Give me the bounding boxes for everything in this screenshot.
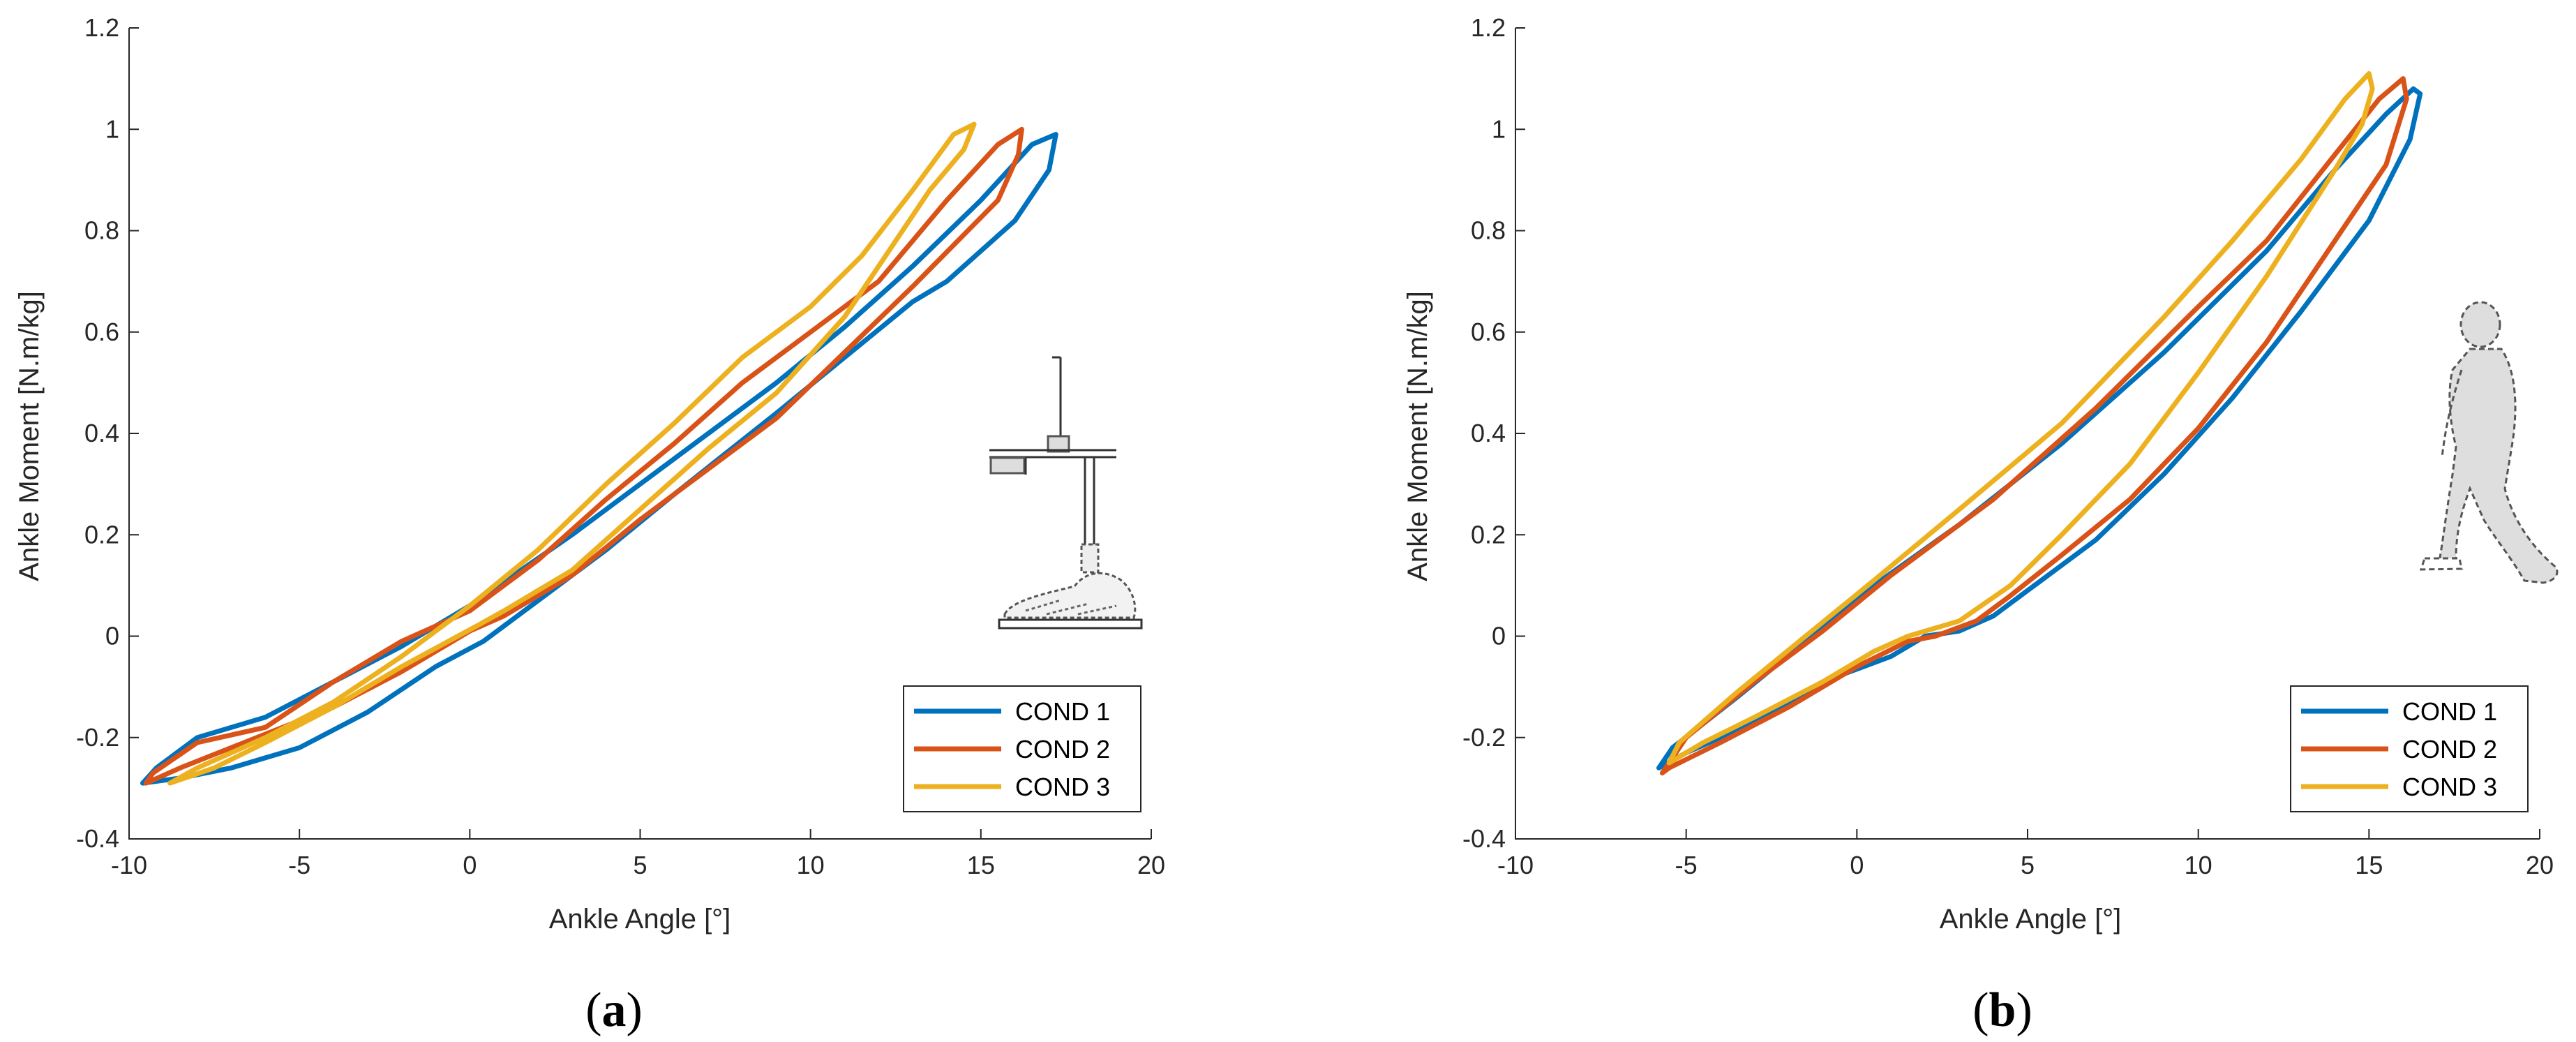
y-tick-label: 0	[105, 622, 119, 650]
y-tick-label: 0.2	[1471, 520, 1506, 549]
panel-b-series	[1656, 70, 2423, 776]
x-tick-label: -5	[288, 851, 310, 879]
panel-b-y-tick-labels: -0.4 -0.2 0 0.2 0.4 0.6 0.8 1 1.2	[1462, 13, 1506, 853]
panel-b-ticks	[1515, 27, 2540, 840]
y-tick-label: 0.8	[84, 216, 119, 245]
panel-b-label-letter: b	[1989, 983, 2016, 1037]
y-tick-label: 0.4	[84, 419, 119, 447]
x-axis-title: Ankle Angle [°]	[1940, 904, 2122, 935]
y-tick-label: 1.2	[84, 13, 119, 42]
x-tick-label: -10	[111, 851, 147, 879]
y-tick-label: 0.6	[1471, 318, 1506, 346]
y-tick-label: 1	[1492, 114, 1506, 143]
series-line-cond-3	[167, 121, 977, 786]
y-tick-label: 0.2	[84, 520, 119, 549]
x-tick-label: 15	[2355, 851, 2383, 879]
x-tick-label: -10	[1497, 851, 1534, 879]
legend-label: COND 3	[2402, 773, 2497, 801]
panel-a-y-tick-labels: -0.4 -0.2 0 0.2 0.4 0.6 0.8 1 1.2	[76, 13, 119, 853]
y-tick-label: -0.4	[1462, 824, 1506, 853]
series-line-cond-1	[1656, 86, 2423, 771]
series-line-cond-2	[143, 126, 1024, 786]
x-tick-label: -5	[1675, 851, 1698, 879]
panel-a-chart: -10 -5 0 5 10 15 20 -0.4 -0.2 0 0.2 0.4 …	[14, 13, 1165, 1037]
x-tick-label: 5	[2021, 851, 2035, 879]
walking-person-with-prosthesis-icon	[2419, 301, 2559, 584]
y-tick-label: -0.2	[1462, 723, 1506, 752]
prosthetic-foot-test-rig-icon	[989, 356, 1143, 630]
panel-b-x-tick-labels: -10 -5 0 5 10 15 20	[1497, 851, 2554, 879]
x-tick-label: 15	[967, 851, 995, 879]
legend-label: COND 2	[1015, 735, 1110, 764]
x-tick-label: 0	[463, 851, 477, 879]
y-tick-label: 1	[105, 114, 119, 143]
y-tick-label: -0.2	[76, 723, 119, 752]
x-tick-label: 10	[797, 851, 825, 879]
y-tick-label: 0.6	[84, 318, 119, 346]
panel-a-axes	[128, 28, 1151, 840]
panel-a-label-letter: a	[602, 983, 627, 1037]
panel-b-label: (b)	[1972, 983, 2032, 1037]
panel-b-axes	[1515, 28, 2540, 840]
x-tick-label: 20	[2526, 851, 2554, 879]
x-tick-label: 10	[2185, 851, 2212, 879]
y-axis-title: Ankle Moment [N.m/kg]	[14, 291, 45, 581]
panel-a-x-tick-labels: -10 -5 0 5 10 15 20	[111, 851, 1165, 879]
x-tick-label: 20	[1137, 851, 1165, 879]
x-tick-label: 5	[633, 851, 647, 879]
y-tick-label: 0.8	[1471, 216, 1506, 245]
series-line-cond-2	[1659, 76, 2409, 776]
legend-label: COND 1	[2402, 697, 2497, 726]
panel-a-legend: COND 1 COND 2 COND 3	[903, 685, 1141, 812]
y-tick-label: 1.2	[1471, 13, 1506, 42]
legend-label: COND 1	[1015, 697, 1110, 726]
y-tick-label: 0.4	[1471, 419, 1506, 447]
panel-b-chart: -10 -5 0 5 10 15 20 -0.4 -0.2 0 0.2 0.4 …	[1402, 13, 2559, 1037]
legend-label: COND 2	[2402, 735, 2497, 764]
panel-a-series	[140, 121, 1058, 786]
panel-b-legend: COND 1 COND 2 COND 3	[2290, 685, 2529, 812]
y-axis-title: Ankle Moment [N.m/kg]	[1402, 291, 1433, 581]
series-line-cond-3	[1666, 70, 2375, 766]
y-tick-label: 0	[1492, 622, 1506, 650]
x-axis-title: Ankle Angle [°]	[549, 904, 731, 935]
y-tick-label: -0.4	[76, 824, 119, 853]
legend-label: COND 3	[1015, 773, 1110, 801]
x-tick-label: 0	[1850, 851, 1864, 879]
panel-a-label: (a)	[585, 983, 643, 1037]
panel-a-ticks	[128, 27, 1152, 840]
